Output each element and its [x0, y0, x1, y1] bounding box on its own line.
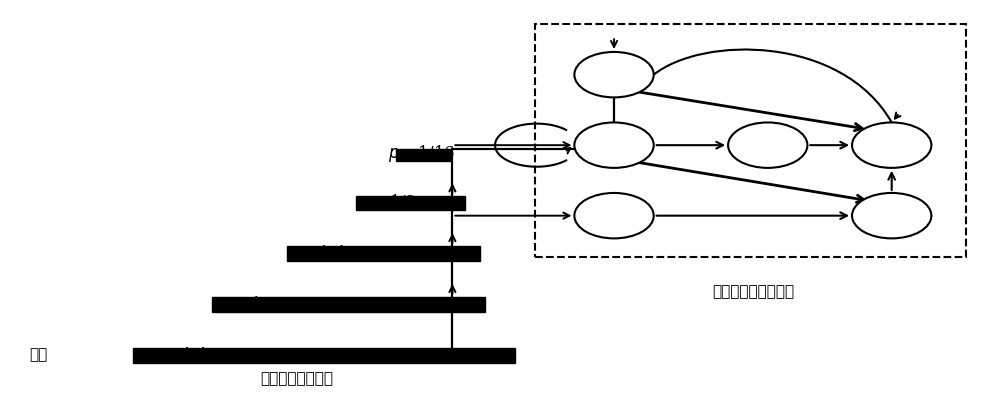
- Text: $p_3$  1/8: $p_3$ 1/8: [360, 192, 416, 213]
- Bar: [133, 348, 515, 362]
- Bar: [287, 246, 480, 261]
- Bar: [212, 297, 485, 312]
- Ellipse shape: [852, 193, 931, 238]
- Bar: [396, 149, 450, 161]
- Text: $p_0$  1/1: $p_0$ 1/1: [152, 345, 207, 366]
- Ellipse shape: [574, 193, 654, 238]
- Ellipse shape: [728, 122, 807, 168]
- Bar: [535, 24, 966, 257]
- Text: 主干特征提取网络: 主干特征提取网络: [260, 371, 333, 386]
- Text: $p_4$  1/16: $p_4$ 1/16: [388, 143, 455, 164]
- Bar: [356, 196, 465, 210]
- Text: $p_2$  1/4: $p_2$ 1/4: [289, 243, 346, 264]
- Ellipse shape: [574, 122, 654, 168]
- Ellipse shape: [574, 52, 654, 97]
- Text: 跨层级通道特征融合: 跨层级通道特征融合: [712, 284, 794, 299]
- Ellipse shape: [852, 122, 931, 168]
- Text: $p_1$  1/2: $p_1$ 1/2: [221, 294, 277, 315]
- Text: 输入: 输入: [29, 348, 47, 362]
